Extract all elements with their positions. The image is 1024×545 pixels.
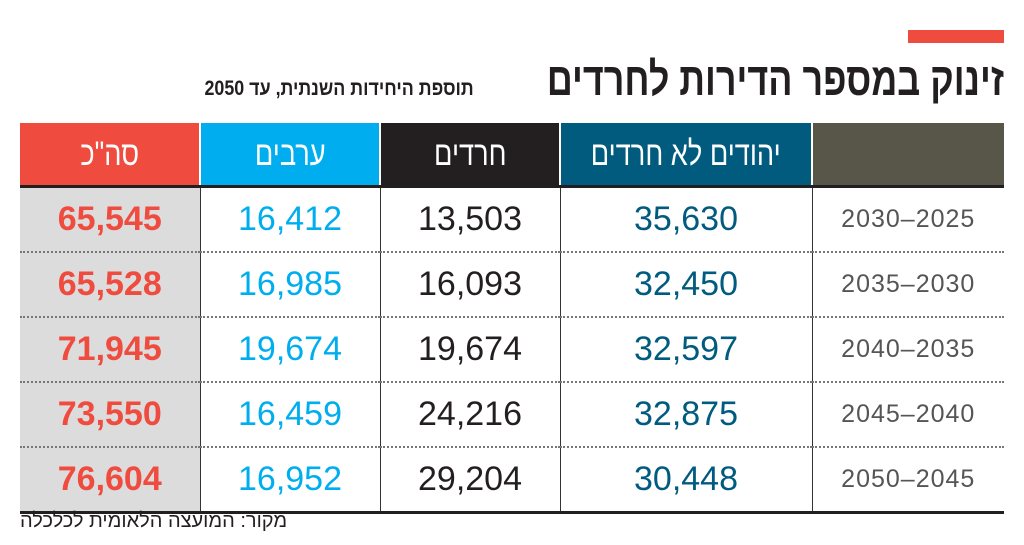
table-row: 2025–2030 35,630 13,503 16,412 65,545: [20, 185, 1004, 252]
table-row: 2035–2040 32,597 19,674 19,674 71,945: [20, 316, 1004, 382]
cell-period: 2045–2050: [811, 446, 1004, 514]
cell-period: 2030–2035: [811, 251, 1004, 317]
header-total: סה"כ: [20, 123, 200, 187]
chart-subtitle: תוספת היחידות השנתית, עד 2050: [204, 77, 475, 100]
data-table: יהודים לא חרדים חרדים ערבים סה"כ 2025–20…: [20, 123, 1004, 514]
cell-period: 2035–2040: [811, 316, 1004, 382]
cell-period: 2040–2045: [811, 381, 1004, 447]
cell-non-haredi-jews: 32,450: [559, 251, 812, 317]
accent-bar: [908, 30, 1004, 43]
cell-arabs: 16,412: [199, 185, 380, 252]
header-non-haredi-jews: יהודים לא חרדים: [559, 123, 812, 187]
cell-non-haredi-jews: 32,875: [559, 381, 812, 447]
cell-non-haredi-jews: 30,448: [559, 446, 812, 514]
header-arabs: ערבים: [199, 123, 380, 187]
cell-arabs: 16,985: [199, 251, 380, 317]
source-note: מקור: המועצה הלאומית לכלכלה: [20, 510, 288, 532]
chart-title: זינוק במספר הדירות לחרדים: [546, 53, 1004, 105]
header-haredim: חרדים: [379, 123, 560, 187]
header-row: יהודים לא חרדים חרדים ערבים סה"כ: [20, 123, 1004, 187]
table-row: 2030–2035 32,450 16,093 16,985 65,528: [20, 251, 1004, 317]
cell-total: 73,550: [20, 381, 200, 447]
header-period: [811, 123, 1004, 187]
table-row: 2045–2050 30,448 29,204 16,952 76,604: [20, 446, 1004, 514]
cell-total: 71,945: [20, 316, 200, 382]
cell-haredim: 16,093: [379, 251, 560, 317]
title-block: זינוק במספר הדירות לחרדים תוספת היחידות …: [157, 52, 1004, 106]
cell-arabs: 16,952: [199, 446, 380, 514]
cell-non-haredi-jews: 32,597: [559, 316, 812, 382]
cell-haredim: 13,503: [379, 185, 560, 252]
cell-period: 2025–2030: [811, 185, 1004, 252]
cell-arabs: 19,674: [199, 316, 380, 382]
cell-total: 65,545: [20, 185, 200, 252]
cell-haredim: 19,674: [379, 316, 560, 382]
table-row: 2040–2045 32,875 24,216 16,459 73,550: [20, 381, 1004, 447]
cell-total: 65,528: [20, 251, 200, 317]
cell-non-haredi-jews: 35,630: [559, 185, 812, 252]
cell-haredim: 29,204: [379, 446, 560, 514]
cell-total: 76,604: [20, 446, 200, 514]
cell-arabs: 16,459: [199, 381, 380, 447]
cell-haredim: 24,216: [379, 381, 560, 447]
